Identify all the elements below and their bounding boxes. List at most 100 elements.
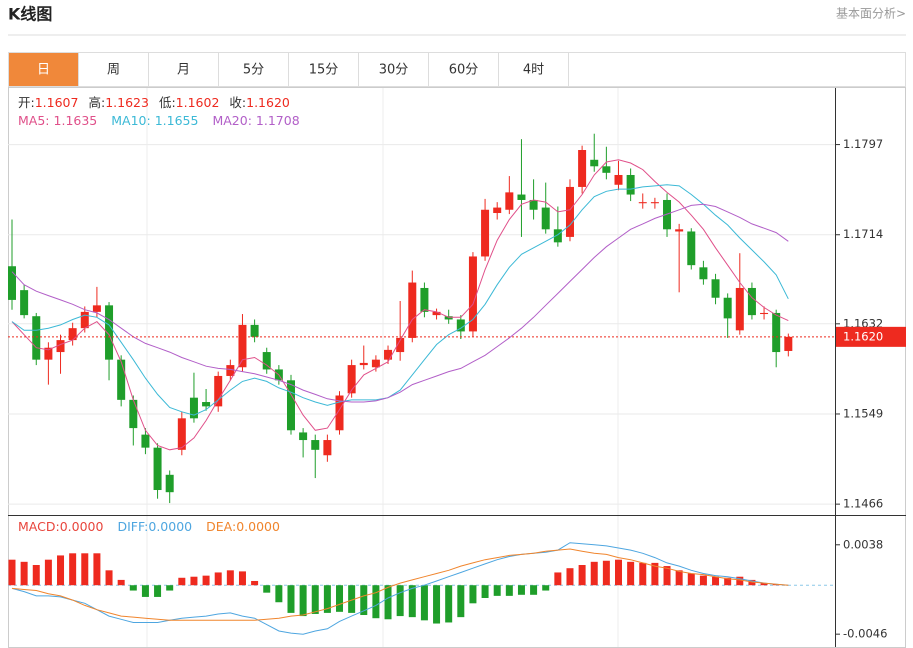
candle-body (602, 166, 611, 173)
macd-bar (20, 561, 28, 586)
candle-body (408, 282, 417, 338)
candle-body (214, 375, 223, 407)
chart-frame (8, 87, 906, 648)
tab[interactable] (288, 52, 359, 87)
macd-bar (760, 583, 768, 586)
candle-body (226, 365, 235, 376)
legend-item: MA5: (18, 113, 50, 128)
legend-item: MA20: (212, 113, 251, 128)
candle-body (663, 199, 672, 230)
candle-body (626, 174, 635, 195)
candle-body (675, 229, 684, 232)
macd-bar (129, 585, 137, 591)
macd-bar (81, 553, 89, 586)
y-tick-label: 1.1632 (843, 316, 883, 330)
y-tick-label: 1.1466 (843, 497, 883, 511)
macd-bar (141, 585, 149, 597)
tab-label[interactable]: 60分 (449, 63, 479, 78)
legend-item: 1.1602 (176, 95, 220, 110)
legend: MACD:0.0000 DIFF:0.0000 DEA:0.0000 (18, 519, 280, 534)
legend-item: 高: (88, 95, 105, 110)
candle-body (56, 340, 65, 353)
candle-body (44, 347, 53, 360)
macd-bar (590, 561, 598, 586)
tab-label[interactable]: 日 (37, 63, 50, 78)
candle-body (735, 287, 744, 331)
page-title: K线图 (8, 5, 52, 24)
macd-bar (517, 585, 525, 595)
macd-bar (748, 579, 756, 586)
candle-body (565, 186, 574, 237)
tab[interactable] (498, 52, 569, 87)
macd-bar (493, 585, 501, 596)
candle-body (699, 267, 708, 280)
tab-label[interactable]: 5分 (243, 63, 264, 78)
candle-body (468, 256, 477, 332)
macd-bar (336, 585, 344, 612)
last-price-label: 1.1620 (843, 329, 883, 343)
tab-label[interactable]: 15分 (309, 63, 339, 78)
legend-item: 0.0000 (236, 519, 280, 534)
candle-body (711, 279, 720, 298)
macd-bar (651, 562, 659, 586)
candle-body (578, 150, 587, 187)
tab-label[interactable]: 月 (177, 63, 190, 78)
candle-body (141, 434, 150, 448)
tabs: 日 周 月 5分 15分 30分 60分 4时 (8, 52, 569, 87)
candle-body (250, 324, 259, 337)
fundamental-link[interactable]: 基本面分析> (836, 7, 906, 21)
legend-item: 低: (159, 95, 176, 110)
macd-line (11, 542, 789, 635)
macd-bar (396, 585, 404, 617)
tab-label[interactable]: 30分 (379, 63, 409, 78)
candle-body (481, 209, 490, 257)
candle-body (784, 336, 793, 351)
macd-bar (323, 585, 331, 613)
candle-body (747, 287, 756, 316)
macd-bar (687, 573, 695, 586)
macd-bar (178, 577, 186, 586)
candle-body (638, 202, 647, 204)
macd-bar (420, 585, 428, 621)
legend-item: 0.0000 (60, 519, 104, 534)
legend-item: 1.1607 (35, 95, 79, 110)
macd-bar (615, 559, 622, 586)
tab[interactable] (8, 52, 79, 87)
macd-bar (360, 585, 368, 616)
y-tick-label: 1.1797 (843, 137, 883, 151)
y-tick-label: 0.0038 (843, 537, 883, 551)
candle-body (262, 352, 271, 370)
macd-bar (8, 559, 16, 586)
candle-body (286, 380, 295, 431)
candle-body (456, 319, 465, 332)
candle-body (347, 365, 356, 394)
ma-line (11, 203, 789, 403)
candle-body (650, 202, 659, 204)
candle-body (32, 316, 41, 360)
legend-item: 1.1655 (155, 113, 199, 128)
candle-body (129, 399, 138, 429)
candle-body (177, 418, 186, 450)
macd-bar (408, 585, 416, 618)
candle-body (105, 305, 114, 360)
macd-bar (505, 585, 513, 596)
legend-item: 1.1708 (256, 113, 300, 128)
candle-body (238, 324, 247, 368)
candle-body (723, 297, 732, 319)
candle-body (384, 349, 393, 360)
macd-line (11, 548, 789, 621)
y-tick-label: 1.1549 (843, 406, 883, 420)
macd-bar (457, 585, 465, 618)
tab-label[interactable]: 周 (107, 63, 120, 78)
candle-body (760, 312, 769, 315)
plot: 1.14661.15491.16321.17141.17971.1620开:1.… (8, 95, 906, 641)
candle-body (444, 316, 453, 320)
macd-bar (190, 576, 198, 586)
candle-body (687, 231, 696, 266)
macd-bar (299, 585, 307, 617)
tab[interactable] (78, 52, 149, 87)
macd-bar (384, 585, 392, 620)
macd-bar (166, 585, 174, 591)
tab-label[interactable]: 4时 (523, 63, 544, 78)
